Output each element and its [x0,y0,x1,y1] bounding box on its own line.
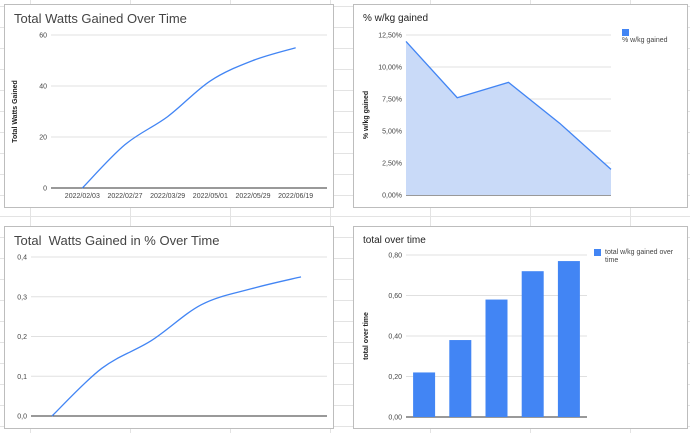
line-chart-total-watts: 0 20 40 60 Total Watts Gained 2022/02/03 2022/… [12,33,327,200]
y-tick-label: 0,60 [388,293,402,300]
y-axis-title: % w/kg gained [363,91,370,139]
y-tick-label: 2,50% [382,161,402,168]
y-tick-label: 60 [39,33,47,40]
bar-chart-total-over-time: 0,00 0,20 0,40 0,60 0,80 total over time [363,253,587,422]
y-tick-label: 0,00% [382,193,402,200]
bar [449,340,472,417]
y-tick-label: 0,2 [17,334,27,341]
x-tick-label: 2022/03/29 [150,193,185,200]
bar [413,372,436,417]
y-tick-label: 0,0 [17,414,27,421]
bar [521,271,544,417]
y-tick-label: 20 [39,135,47,142]
chart-card-wkg-gained[interactable]: % w/kg gained 0,00% 2,50% 5,00% 7,50% 10,00%… [353,4,688,208]
y-tick-label: 0,00 [388,415,402,422]
bar [557,261,580,417]
x-tick-label: 2022/06/19 [278,193,313,200]
y-tick-label: 0 [43,186,47,193]
y-tick-label: 7,50% [382,97,402,104]
legend-swatch [594,249,601,256]
legend: % w/kg gained [622,29,687,45]
y-tick-label: 40 [39,84,47,91]
chart-title: % w/kg gained [363,13,429,24]
y-tick-label: 5,00% [382,129,402,136]
y-tick-label: 0,4 [17,255,27,262]
y-tick-label: 0,1 [17,374,27,381]
x-tick-label: 2022/05/29 [235,193,270,200]
legend-swatch [622,29,629,36]
y-tick-label: 12,50% [378,33,402,40]
y-tick-label: 0,40 [388,334,402,341]
chart-card-total-over-time[interactable]: total over time 0,00 0,20 0,40 0,60 0,80 tota… [353,226,688,429]
legend-label: % w/kg gained [622,37,668,44]
x-tick-label: 2022/05/01 [193,193,228,200]
y-tick-label: 0,80 [388,253,402,260]
y-tick-label: 10,00% [378,65,402,72]
series-line [51,276,302,417]
chart-title: total over time [363,235,426,246]
area-chart-wkg-gained: 0,00% 2,50% 5,00% 7,50% 10,00% 12,50% % w/kg g… [363,33,612,200]
x-tick-label: 2022/02/03 [65,193,100,200]
chart-title: Total Watts Gained Over Time [14,11,187,26]
y-tick-label: 0,3 [17,294,27,301]
x-tick-label: 2022/02/27 [107,193,142,200]
bar [485,299,508,417]
chart-card-watts-percent[interactable]: Total Watts Gained in % Over Time 0,0 0,1… [4,226,334,429]
y-axis-title: total over time [363,312,370,360]
area-fill [406,41,611,196]
y-axis-title: Total Watts Gained [12,80,19,143]
legend-label: total w/kg gained over time [605,249,674,264]
chart-title: Total Watts Gained in % Over Time [14,233,220,248]
legend: total w/kg gained over time [594,249,683,265]
series-line [81,47,296,189]
chart-card-total-watts[interactable]: Total Watts Gained Over Time 0 20 40 60 Tota… [4,4,334,208]
line-chart-watts-percent: 0,0 0,1 0,2 0,3 0,4 [17,255,327,421]
series-line [405,40,612,170]
y-tick-label: 0,20 [388,374,402,381]
